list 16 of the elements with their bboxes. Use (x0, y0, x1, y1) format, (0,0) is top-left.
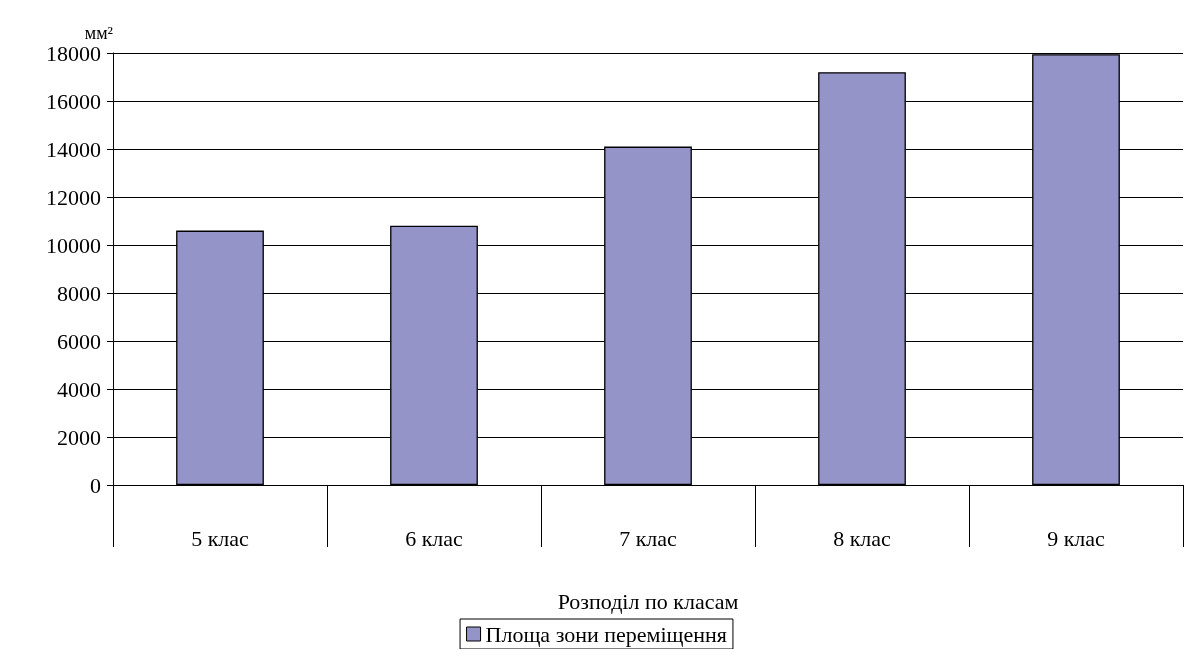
y-tick-label: 12000 (46, 184, 101, 210)
y-tick-label: 14000 (46, 136, 101, 162)
x-tick-label: 7 клас (619, 525, 678, 551)
y-tick-label: 6000 (57, 328, 101, 354)
x-tick-label: 5 клас (191, 525, 250, 551)
y-tick-label: 16000 (46, 88, 101, 114)
y-tick-label: 0 (90, 472, 101, 498)
x-tick-label: 6 клас (405, 525, 464, 551)
x-tick-label: 9 клас (1047, 525, 1106, 551)
y-tick-label: 4000 (57, 376, 101, 402)
legend-label: Площа зони переміщення (485, 621, 727, 647)
y-tick-label: 2000 (57, 424, 101, 450)
x-tick-label: 8 клас (833, 525, 892, 551)
y-tick-label: 8000 (57, 280, 101, 306)
x-axis-title: Розподіл по класам (557, 588, 739, 614)
y-tick-label: 10000 (46, 232, 101, 258)
